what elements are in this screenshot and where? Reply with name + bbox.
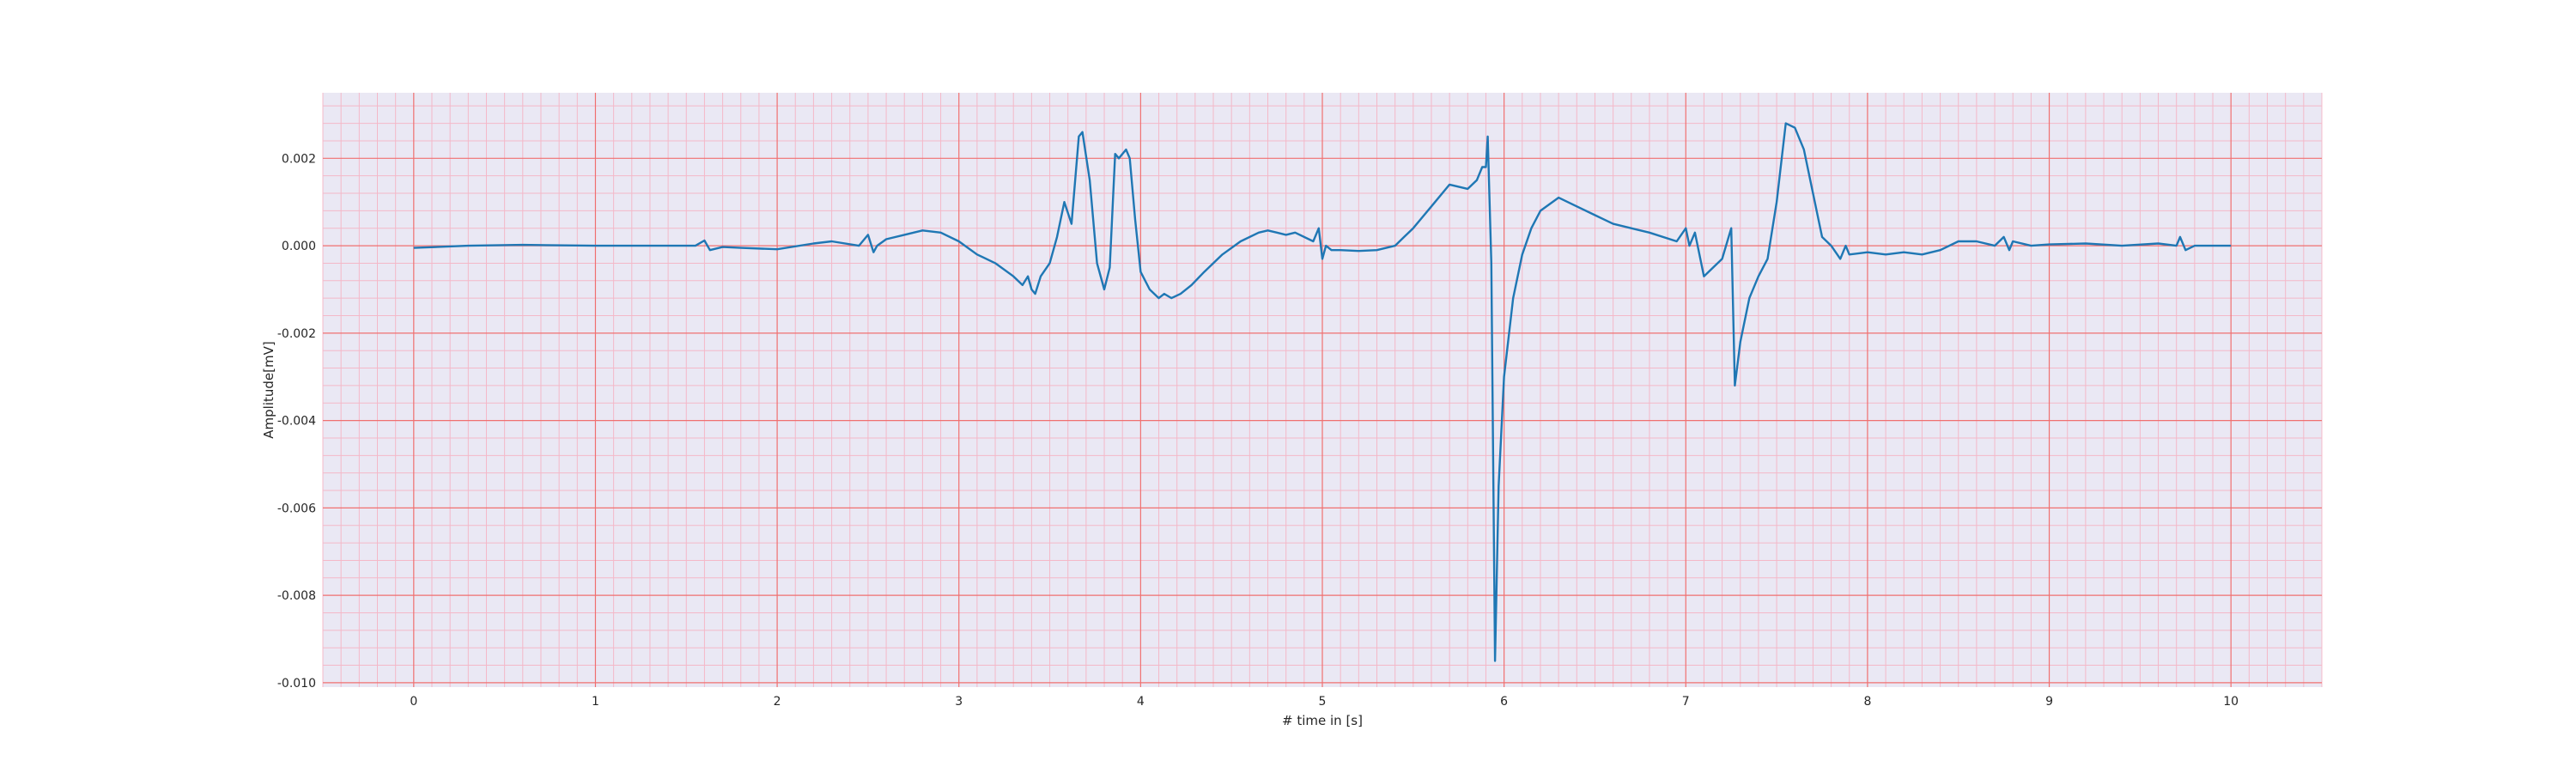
x-tick-label: 0 — [410, 695, 417, 709]
y-tick-label: -0.010 — [277, 677, 316, 691]
x-tick-label: 10 — [2223, 695, 2239, 709]
x-tick-label: 4 — [1137, 695, 1145, 709]
y-tick-label: -0.004 — [277, 415, 316, 429]
y-tick-label: -0.002 — [277, 327, 316, 341]
major-grid — [323, 93, 2322, 687]
x-tick-label: 8 — [1863, 695, 1871, 709]
y-tick-label: 0.000 — [282, 240, 316, 253]
y-tick-label: -0.006 — [277, 502, 316, 515]
x-axis-label: # time in [s] — [1282, 713, 1363, 728]
x-tick-label: 9 — [2045, 695, 2053, 709]
y-tick-label: 0.002 — [282, 152, 316, 166]
y-tick-label: -0.008 — [277, 589, 316, 603]
x-tick-label: 7 — [1682, 695, 1690, 709]
x-tick-label: 1 — [592, 695, 599, 709]
x-tick-label: 2 — [774, 695, 781, 709]
x-tick-label: 5 — [1319, 695, 1327, 709]
series-line — [413, 122, 2232, 662]
x-tick-labels: 0 1 2 3 4 5 6 7 8 9 10 — [410, 695, 2239, 709]
y-tick-labels: -0.010 -0.008 -0.006 -0.004 -0.002 0.000 0.002 — [277, 152, 316, 691]
x-tick-label: 6 — [1500, 695, 1508, 709]
y-axis-label: Amplitude[mV] — [261, 341, 276, 438]
x-tick-label: 3 — [955, 695, 963, 709]
